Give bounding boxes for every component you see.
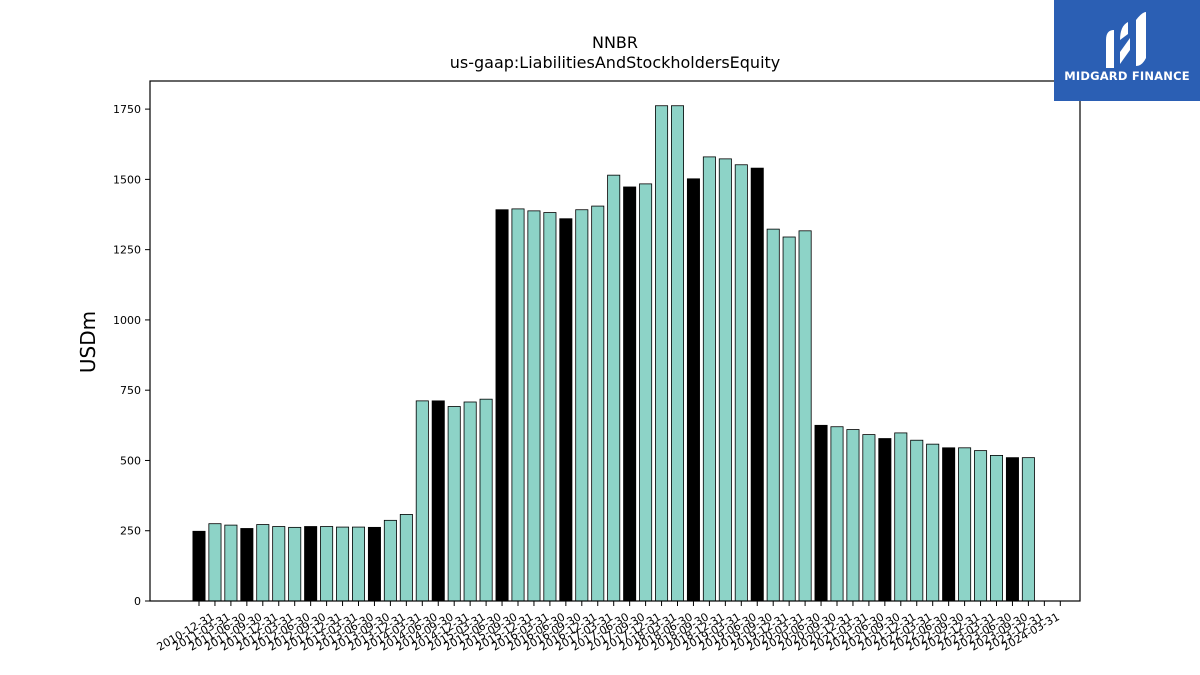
bar: [798, 230, 812, 602]
bar: [447, 406, 461, 602]
y-tick-label: 1000: [113, 314, 141, 327]
y-tick-label: 250: [120, 525, 141, 538]
plot-frame: [149, 80, 1081, 602]
bars-group: [192, 105, 1035, 602]
bar: [495, 209, 509, 602]
y-tick-label: 1500: [113, 173, 141, 186]
bar: [894, 432, 908, 602]
bar: [671, 105, 685, 602]
bar: [782, 236, 796, 602]
bar: [734, 164, 748, 602]
bar: [351, 526, 365, 602]
brand-logo: MIDGARD FINANCE: [1054, 0, 1200, 101]
chart-title: NNBR: [592, 33, 638, 52]
bar: [463, 401, 477, 602]
bar: [479, 398, 493, 602]
bar: [256, 524, 270, 602]
bar: [942, 447, 956, 602]
chart-subtitle: us-gaap:LiabilitiesAndStockholdersEquity: [450, 53, 781, 72]
y-axis-label: USDm: [76, 311, 100, 373]
bar: [208, 523, 222, 602]
bar: [974, 450, 988, 602]
bar: [543, 212, 557, 602]
bar: [702, 156, 716, 602]
bar: [272, 526, 286, 602]
bar: [511, 208, 525, 602]
bar: [304, 526, 318, 602]
y-tick-label: 1250: [113, 244, 141, 257]
bar: [878, 438, 892, 602]
bar: [399, 514, 413, 602]
bar: [814, 424, 828, 602]
y-tick-label: 500: [120, 454, 141, 467]
bar: [718, 158, 732, 602]
bar: [575, 209, 589, 602]
bar: [383, 519, 397, 602]
y-tick-label: 1750: [113, 103, 141, 116]
bar: [1021, 457, 1035, 602]
bar: [639, 183, 653, 602]
bar: [926, 443, 940, 602]
bar: [591, 205, 605, 602]
bar: [958, 447, 972, 602]
bar: [655, 105, 669, 602]
bar: [431, 400, 445, 602]
y-tick-label: 750: [120, 384, 141, 397]
bar: [990, 454, 1004, 602]
bar: [224, 524, 238, 602]
bar: [320, 526, 334, 602]
bar: [559, 218, 573, 602]
bar: [192, 530, 206, 602]
bar: [623, 186, 637, 602]
bar: [1005, 457, 1019, 602]
bar: [415, 400, 429, 602]
bar: [686, 178, 700, 602]
y-axis-ticks: 0 250 500 750 1000 1250 1500 1750: [113, 103, 150, 608]
bar: [527, 210, 541, 602]
x-axis-ticks: 2010-12-312011-03-312011-06-302011-09-30…: [155, 601, 1062, 654]
bar: [607, 174, 621, 602]
brand-name: MIDGARD FINANCE: [1064, 69, 1190, 83]
bar: [830, 426, 844, 602]
y-tick-label: 0: [134, 595, 141, 608]
bar: [910, 439, 924, 602]
bar: [862, 434, 876, 602]
bar: [750, 167, 764, 602]
bar: [336, 526, 350, 602]
midgard-logo-icon: [1106, 12, 1146, 68]
bar: [766, 228, 780, 602]
bar: [846, 429, 860, 602]
bar: [240, 528, 254, 602]
bar: [367, 526, 381, 602]
bar: [288, 526, 302, 602]
